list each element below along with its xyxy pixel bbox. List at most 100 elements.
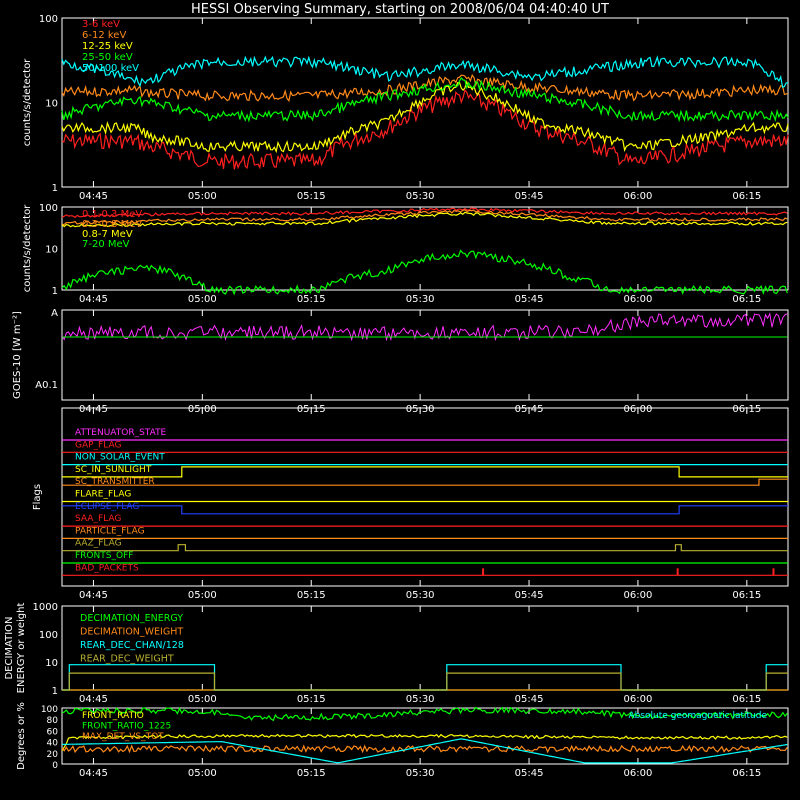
y-tick-label: 10 — [45, 245, 58, 256]
series-line — [61, 80, 789, 154]
y-axis-label: Degrees or % — [16, 702, 27, 770]
gamma-panel: 04:45 05:00 05:15 05:30 05:45 06:00 06:15 count… — [22, 203, 789, 305]
x-tick-label: 05:45 — [515, 768, 544, 779]
hxr-frame — [61, 17, 789, 188]
x-tick-label: 06:15 — [732, 294, 761, 305]
legend-entry: MAX_DET_VS_TOT — [82, 732, 164, 742]
x-tick-label: 05:45 — [515, 590, 544, 601]
legend-entry: DECIMATION_WEIGHT — [80, 627, 183, 638]
gamma-frame — [61, 206, 789, 291]
series-line — [62, 738, 788, 764]
x-tick-label: 05:30 — [406, 191, 435, 202]
x-tick-label: 06:00 — [624, 768, 653, 779]
series-line — [61, 207, 788, 219]
series-line — [61, 706, 788, 722]
legend-entry: REAR_DEC_CHAN/128 — [80, 640, 184, 651]
x-tick-label: 05:30 — [406, 590, 435, 601]
legend-entry: 50-100 keV — [82, 63, 139, 74]
x-tick-label: 05:00 — [188, 590, 217, 601]
y-tick-label: 0 — [52, 761, 58, 771]
chart-title: HESSI Observing Summary, starting on 200… — [191, 2, 609, 17]
flag-line — [62, 466, 788, 478]
legend-entry: Absolute geomagnetic latitude — [628, 711, 767, 721]
flag-line — [62, 544, 788, 552]
flag-label: NON_SOLAR_EVENT — [75, 453, 165, 463]
x-tick-label: 05:15 — [297, 191, 326, 202]
x-tick-label: 05:15 — [297, 590, 326, 601]
y-tick-label: 100 — [41, 705, 58, 715]
legend-entry: 3-6 keV — [82, 19, 120, 30]
x-tick-label: 04:45 — [79, 694, 108, 705]
flag-line — [62, 505, 788, 515]
x-tick-label: 05:00 — [188, 694, 217, 705]
x-tick-label: 05:15 — [297, 768, 326, 779]
x-tick-label: 05:00 — [188, 191, 217, 202]
ratios-frame — [61, 707, 789, 765]
legend-entry: 0.3-0.8 MeV — [82, 219, 142, 230]
x-tick-label: 05:45 — [515, 191, 544, 202]
flags-panel: 04:45 05:00 05:15 05:30 05:45 06:00 06:15 Flags… — [32, 407, 789, 601]
flag-label: FLARE_FLAG — [75, 490, 131, 500]
legend-entry: REAR_DEC_WEIGHT — [80, 654, 174, 665]
series-line — [61, 733, 788, 752]
series-line — [62, 664, 788, 691]
y-tick-label: A0.1 — [35, 380, 58, 391]
flag-line — [62, 478, 788, 486]
y-tick-label: A — [51, 308, 58, 319]
x-tick-label: 05:30 — [406, 768, 435, 779]
y-axis-label: DECIMATION — [4, 616, 15, 679]
series-line — [61, 209, 788, 226]
legend-entry: FRONT_RATIO — [82, 711, 144, 721]
legend-entry: 25-50 keV — [82, 52, 133, 63]
x-tick-label: 04:45 — [79, 768, 108, 779]
x-tick-label: 06:00 — [624, 294, 653, 305]
y-tick-label: 10 — [45, 99, 58, 110]
y-axis-label: Flags — [32, 484, 43, 510]
series-line — [61, 744, 788, 754]
x-tick-label: 06:00 — [624, 694, 653, 705]
flag-label: FRONTS_OFF — [75, 551, 133, 561]
y-tick-label: 40 — [47, 739, 59, 749]
legend-entry: FRONT_RATIO_1225 — [82, 722, 171, 732]
x-tick-label: 06:15 — [732, 768, 761, 779]
legend-entry: 12-25 keV — [82, 41, 133, 52]
y-tick-label: 80 — [47, 716, 59, 726]
x-tick-label: 06:15 — [732, 694, 761, 705]
series-line — [61, 89, 789, 170]
y-tick-label: 100 — [39, 630, 58, 641]
x-tick-label: 04:45 — [79, 191, 108, 202]
y-axis-label: counts/s/detector — [22, 58, 33, 146]
x-tick-label: 06:00 — [624, 191, 653, 202]
legend-entry: DECIMATION_ENERGY — [80, 613, 183, 624]
legend-entry: 0.8-7 MeV — [82, 229, 133, 240]
x-tick-label: 04:45 — [79, 294, 108, 305]
flag-label: ECLIPSE_FLAG — [75, 502, 139, 512]
x-tick-label: 05:30 — [406, 694, 435, 705]
y-tick-label: 100 — [39, 203, 58, 214]
x-tick-label: 06:00 — [624, 590, 653, 601]
legend-entry: 0.1-0.3 MeV — [82, 209, 142, 220]
x-tick-label: 04:45 — [79, 590, 108, 601]
x-tick-label: 05:15 — [297, 694, 326, 705]
flag-label: BAD_PACKETS — [75, 563, 139, 573]
x-tick-label: 06:15 — [732, 191, 761, 202]
flag-label: SC_TRANSMITTER — [75, 477, 155, 487]
legend-entry: 6-12 keV — [82, 30, 126, 41]
series-line — [61, 77, 789, 123]
y-tick-label: 1000 — [33, 602, 58, 613]
x-tick-label: 05:45 — [515, 294, 544, 305]
x-tick-label: 05:15 — [297, 294, 326, 305]
goes-frame — [61, 309, 789, 401]
y-tick-label: 1 — [52, 183, 58, 194]
y-tick-label: 1 — [52, 686, 58, 697]
series-line — [61, 249, 788, 296]
legend-entry: 7-20 MeV — [82, 239, 130, 250]
series-line — [61, 55, 789, 89]
x-tick-label: 05:00 — [188, 768, 217, 779]
series-line — [61, 211, 788, 228]
x-tick-label: 05:45 — [515, 694, 544, 705]
series-line — [61, 73, 789, 102]
hxr-panel: 04:45 05:00 05:15 05:30 05:45 06:00 06:15 count… — [22, 14, 789, 202]
y-tick-label: 60 — [47, 727, 59, 737]
